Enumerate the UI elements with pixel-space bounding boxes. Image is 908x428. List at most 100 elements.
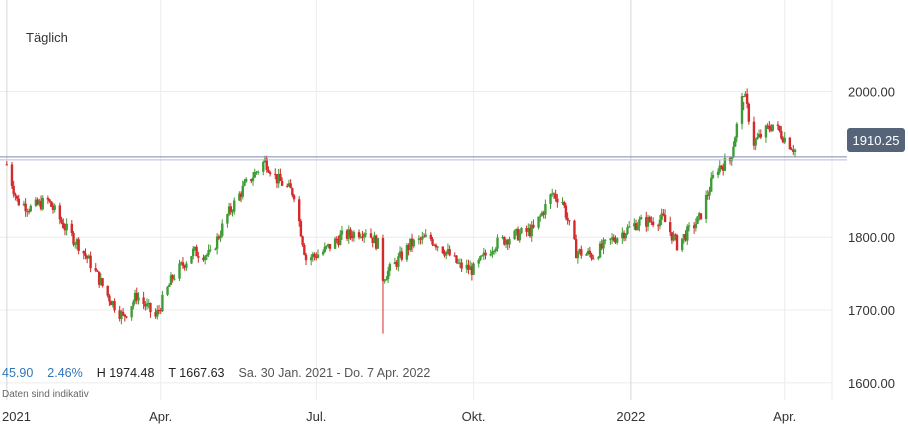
candle-body: [470, 266, 474, 275]
candle-body: [333, 238, 337, 249]
candle-body: [22, 203, 26, 206]
candle-body: [769, 129, 773, 131]
stats-row: 45.90 2.46% H 1974.48 T 1667.63 Sa. 30 Jan. …: [2, 366, 444, 380]
candle-body: [501, 236, 504, 238]
candle-body: [321, 251, 325, 255]
x-tick-label: 2021: [2, 409, 31, 424]
candle-body: [434, 244, 438, 248]
candle-body: [202, 257, 205, 261]
candle-body: [668, 222, 672, 233]
candle-body: [369, 233, 373, 238]
candle-body: [472, 263, 475, 275]
candle-body: [39, 200, 43, 210]
candle-body: [214, 248, 217, 250]
candle-body: [398, 251, 402, 257]
candle-body: [716, 171, 720, 176]
candle-body: [409, 238, 412, 250]
candle-body: [650, 221, 653, 223]
candle-body: [614, 240, 617, 243]
candle-body: [209, 249, 212, 251]
candle-body: [359, 236, 362, 238]
candle-body: [87, 255, 91, 259]
candle-body: [381, 237, 385, 281]
y-tick-label: 2000.00: [848, 85, 895, 100]
candle-body: [730, 157, 733, 162]
candle-body: [610, 237, 614, 239]
candle-body: [388, 264, 392, 271]
candle-body: [96, 270, 99, 272]
candle-body: [407, 244, 410, 250]
high-value: H 1974.48: [96, 366, 155, 380]
candle-body: [274, 173, 277, 175]
candle-body: [339, 234, 342, 245]
candle-body: [684, 234, 687, 241]
candle-body: [704, 195, 708, 220]
candle-body: [364, 233, 368, 235]
candle-body: [460, 262, 463, 269]
candle-body: [467, 264, 470, 270]
candle-body: [253, 171, 256, 178]
candle-body: [419, 238, 422, 240]
candle-body: [352, 232, 356, 239]
candle-body: [465, 264, 468, 269]
candle-body: [480, 255, 484, 257]
candle-body: [756, 137, 759, 140]
candle-body: [279, 173, 282, 181]
candle-body: [455, 255, 458, 263]
candle-body: [627, 226, 631, 228]
candle-body: [554, 193, 557, 199]
candle-body: [135, 292, 138, 301]
candle-body: [60, 219, 63, 223]
candle-body: [504, 240, 508, 245]
candle-body: [292, 195, 296, 200]
candle-body: [484, 252, 487, 256]
period-label[interactable]: Täglich: [26, 30, 68, 45]
candle-body: [376, 237, 380, 249]
candle-body: [14, 194, 17, 196]
candle-body: [431, 239, 434, 245]
candle-body: [586, 250, 590, 255]
candle-body: [383, 280, 386, 282]
candle-body: [588, 250, 592, 255]
candle-body: [311, 253, 315, 258]
candle-body: [578, 249, 581, 253]
candle-body: [137, 297, 140, 301]
candle-body: [527, 228, 530, 232]
candle-body: [243, 181, 246, 186]
candle-body: [297, 199, 301, 222]
candle-body: [515, 228, 518, 231]
candle-body: [303, 244, 306, 255]
candle-body: [48, 199, 51, 202]
candle-body: [50, 201, 53, 207]
candle-body: [108, 295, 111, 302]
candle-body: [74, 244, 77, 246]
candle-body: [154, 312, 157, 317]
candle-body: [600, 243, 604, 249]
candle-body: [347, 229, 350, 239]
candle-body: [277, 173, 280, 184]
candle-body: [456, 262, 460, 264]
candle-body: [660, 213, 663, 220]
candle-body: [597, 257, 600, 259]
candle-body: [289, 183, 292, 189]
candle-body: [754, 139, 757, 146]
candle-body: [417, 238, 421, 240]
candle-body: [203, 256, 207, 261]
x-tick-label: Okt.: [462, 409, 486, 424]
candle-body: [38, 200, 41, 205]
candle-body: [393, 261, 397, 265]
candle-body: [340, 230, 344, 235]
candle-body: [525, 228, 528, 232]
candle-body: [479, 255, 482, 260]
candle-body: [621, 232, 624, 239]
candle-body: [539, 215, 542, 217]
candle-body: [544, 204, 547, 215]
candle-body: [732, 146, 735, 158]
candle-body: [429, 234, 433, 240]
disclaimer: Daten sind indikativ: [2, 389, 89, 400]
candle-body: [446, 249, 450, 252]
candle-body: [574, 239, 578, 259]
candle-body: [592, 258, 595, 260]
candle-body: [229, 206, 233, 212]
candle-body: [397, 256, 400, 267]
